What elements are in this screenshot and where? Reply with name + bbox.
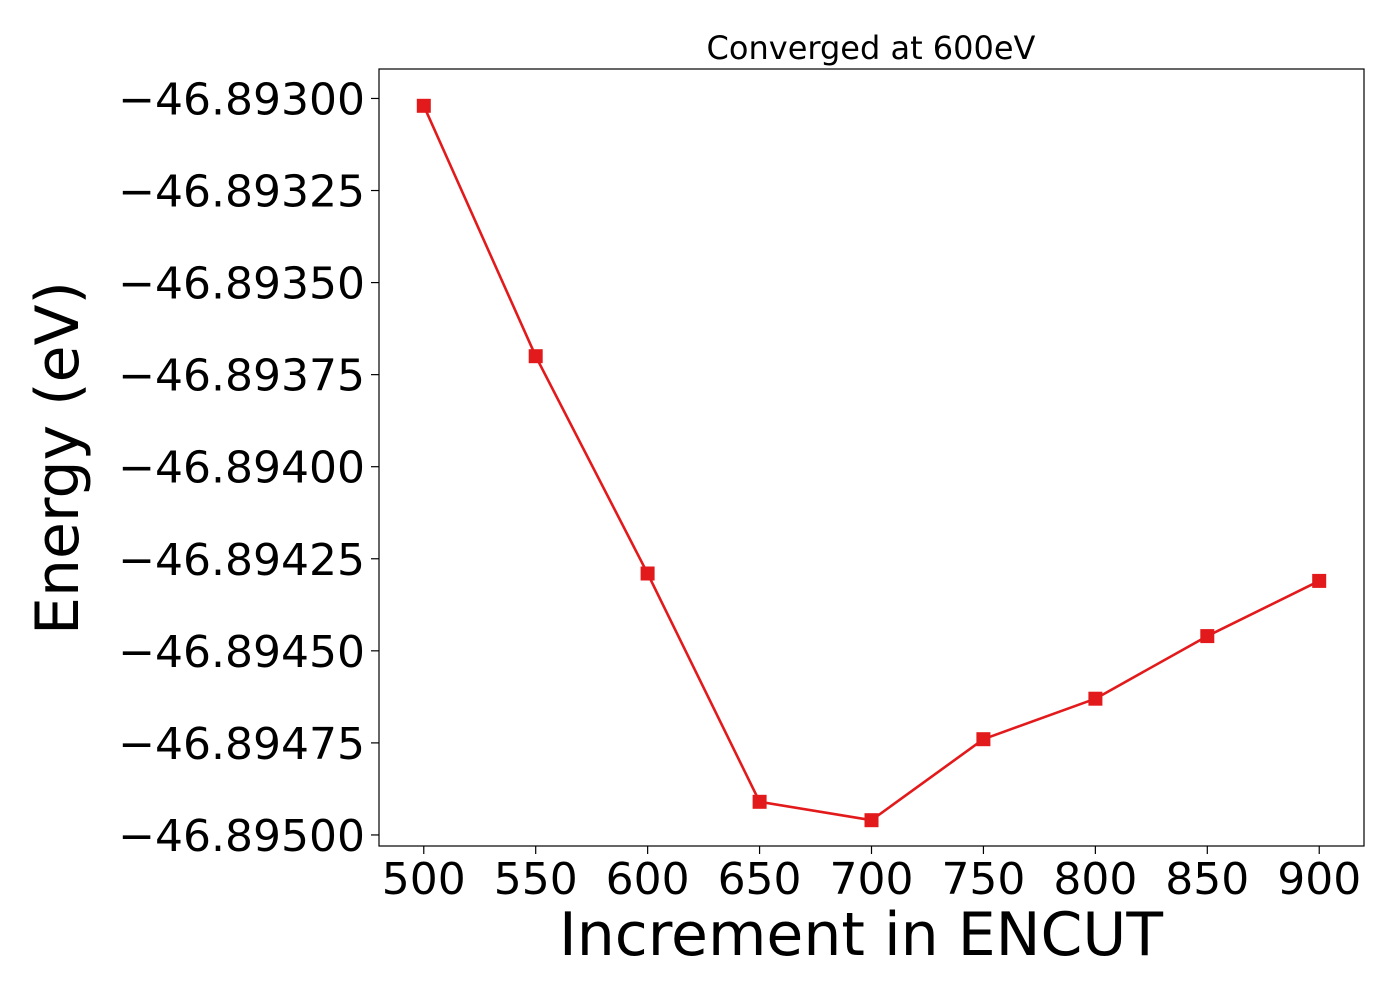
y-tick-label: −46.89425 [118,535,365,586]
plot-frame [379,69,1364,846]
series-line [424,106,1319,820]
data-point-marker [1088,692,1102,706]
data-point-marker [1200,629,1214,643]
x-tick-label: 500 [382,854,466,905]
y-tick-label: −46.89300 [118,74,365,125]
x-tick-label: 850 [1165,854,1249,905]
y-tick-label: −46.89325 [118,167,365,218]
x-tick-label: 650 [718,854,802,905]
y-axis-ticks: −46.89300 −46.89325 −46.89350 −46.89375 −46.… [118,74,379,861]
x-tick-label: 550 [494,854,578,905]
x-tick-label: 800 [1053,854,1137,905]
y-tick-label: −46.89350 [118,259,365,310]
data-point-marker [976,732,990,746]
y-tick-label: −46.89500 [118,811,365,862]
y-tick-label: −46.89400 [118,443,365,494]
data-point-marker [529,349,543,363]
y-tick-label: −46.89375 [118,351,365,402]
y-axis-label: Energy (eV) [23,281,93,635]
data-point-marker [753,795,767,809]
data-point-marker [641,567,655,581]
data-point-marker [1312,574,1326,588]
data-point-marker [865,813,879,827]
x-tick-label: 600 [606,854,690,905]
x-tick-label: 700 [830,854,914,905]
x-axis-ticks: 500 550 600 650 700 750 800 850 900 [382,846,1361,905]
y-tick-label: −46.89475 [118,719,365,770]
series-layer [417,99,1326,827]
x-tick-label: 900 [1277,854,1361,905]
chart-title: Converged at 600eV [707,29,1036,67]
x-tick-label: 750 [941,854,1025,905]
data-point-marker [417,99,431,113]
y-tick-label: −46.89450 [118,627,365,678]
x-axis-label: Increment in ENCUT [559,900,1163,970]
